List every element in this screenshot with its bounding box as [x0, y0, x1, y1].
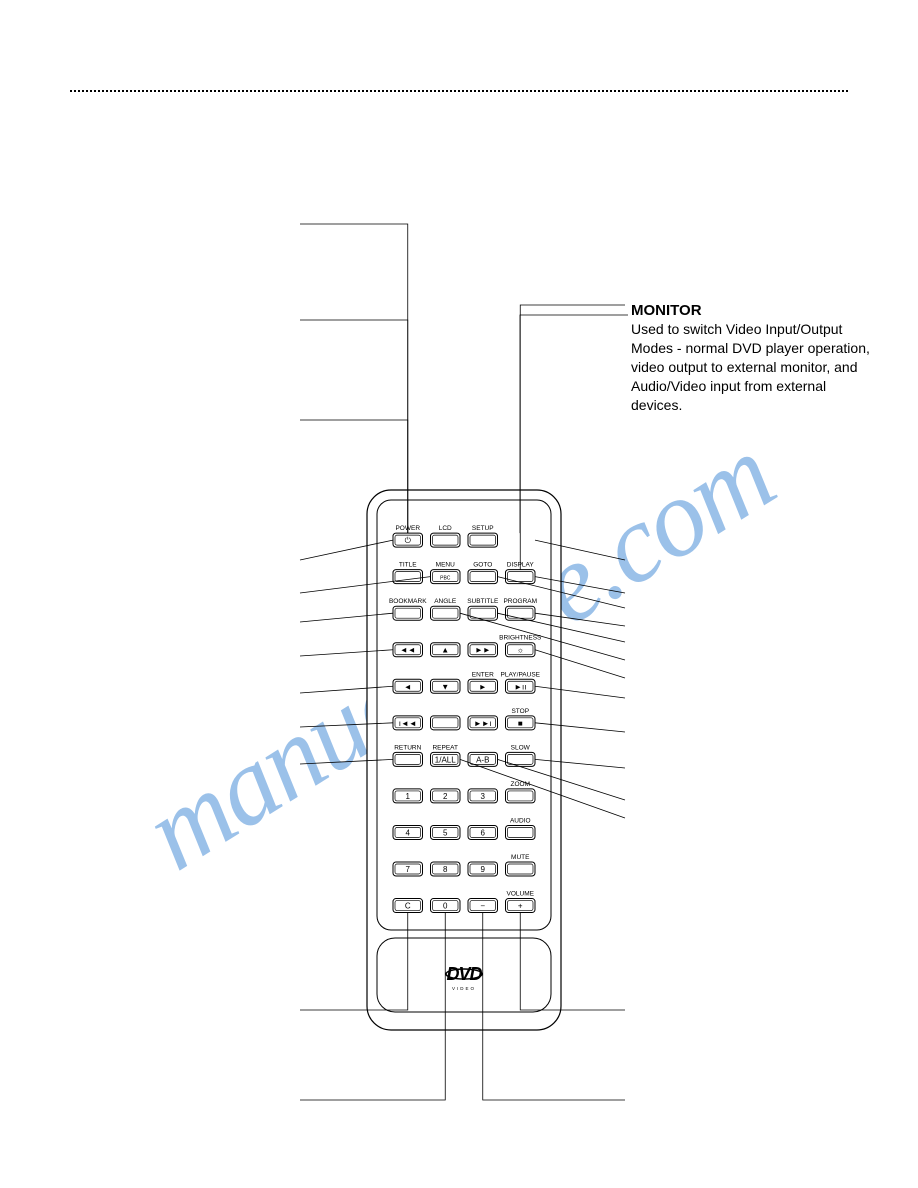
svg-text:TITLE: TITLE: [399, 562, 417, 569]
svg-text:◄◄: ◄◄: [400, 646, 416, 655]
svg-text:8: 8: [443, 865, 448, 874]
svg-text:⏻: ⏻: [405, 536, 412, 545]
svg-text:0: 0: [443, 902, 448, 911]
svg-text:1/ALL: 1/ALL: [435, 755, 456, 764]
svg-text:ı◄◄: ı◄◄: [399, 719, 417, 728]
svg-text:▲: ▲: [441, 646, 449, 655]
svg-text:5: 5: [443, 828, 448, 837]
svg-text:7: 7: [406, 865, 411, 874]
svg-text:DVD: DVD: [446, 964, 482, 984]
svg-text:REPEAT: REPEAT: [432, 744, 458, 751]
svg-text:ENTER: ENTER: [472, 671, 494, 678]
svg-text:C: C: [405, 902, 411, 911]
svg-text:◄: ◄: [404, 682, 412, 691]
svg-text:■: ■: [518, 719, 523, 728]
svg-text:PROGRAM: PROGRAM: [503, 598, 537, 605]
svg-text:►►: ►►: [475, 646, 491, 655]
svg-text:BOOKMARK: BOOKMARK: [389, 598, 427, 605]
svg-text:4: 4: [406, 828, 411, 837]
svg-text:2: 2: [443, 792, 448, 801]
svg-text:GOTO: GOTO: [473, 562, 492, 569]
svg-text:BRIGHTNESS: BRIGHTNESS: [499, 635, 542, 642]
svg-text:SETUP: SETUP: [472, 525, 494, 532]
svg-text:RETURN: RETURN: [394, 744, 421, 751]
svg-text:PBC: PBC: [440, 576, 451, 582]
svg-text:MUTE: MUTE: [511, 854, 530, 861]
svg-text:ZOOM: ZOOM: [511, 781, 531, 788]
svg-text:▼: ▼: [441, 682, 449, 691]
svg-text:ANGLE: ANGLE: [434, 598, 457, 605]
svg-text:AUDIO: AUDIO: [510, 817, 531, 824]
svg-text:VIDEO: VIDEO: [452, 986, 476, 991]
svg-text:►: ►: [479, 682, 487, 691]
svg-text:STOP: STOP: [511, 708, 529, 715]
svg-text:LCD: LCD: [439, 525, 452, 532]
svg-text:9: 9: [481, 865, 486, 874]
svg-text:1: 1: [406, 792, 411, 801]
svg-text:6: 6: [481, 828, 486, 837]
svg-text:3: 3: [481, 792, 486, 801]
svg-text:−: −: [480, 902, 485, 911]
svg-text:A-B: A-B: [476, 755, 489, 764]
svg-text:PLAY/PAUSE: PLAY/PAUSE: [501, 671, 541, 678]
svg-text:SUBTITLE: SUBTITLE: [467, 598, 499, 605]
svg-text:MENU: MENU: [436, 562, 455, 569]
svg-text:VOLUME: VOLUME: [507, 891, 535, 898]
svg-text:►ıı: ►ıı: [514, 682, 526, 691]
svg-text:SLOW: SLOW: [511, 744, 531, 751]
svg-text:►►ı: ►►ı: [474, 719, 492, 728]
remote-diagram: DVDVIDEOPOWER⏻LCDSETUPTITLEMENUPBCGOTODI…: [0, 0, 918, 1188]
svg-text:+: +: [518, 902, 523, 911]
svg-text:☼: ☼: [517, 646, 524, 655]
